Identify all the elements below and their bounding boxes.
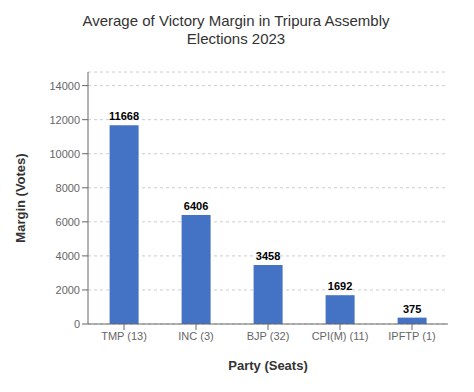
svg-text:10000: 10000 [49, 148, 80, 160]
svg-text:14000: 14000 [49, 80, 80, 92]
svg-text:Party (Seats): Party (Seats) [228, 358, 307, 373]
html-text:Elections 2023: Elections 2023 [186, 30, 286, 47]
svg-text:BJP (32): BJP (32) [247, 330, 290, 342]
svg-text:11668: 11668 [109, 110, 139, 122]
svg-text:6000: 6000 [56, 216, 80, 228]
svg-text:12000: 12000 [49, 114, 80, 126]
svg-text:INC (3): INC (3) [178, 330, 213, 342]
svg-text:3458: 3458 [256, 250, 280, 262]
svg-text:2000: 2000 [56, 284, 80, 296]
svg-text:6406: 6406 [184, 200, 208, 212]
svg-text:0: 0 [74, 318, 80, 330]
html-text:Average of Victory Margin in T: Average of Victory Margin in Tripura Ass… [82, 12, 390, 29]
svg-text:IPFTP (1): IPFTP (1) [388, 330, 435, 342]
svg-text:1692: 1692 [328, 280, 352, 292]
svg-text:CPI(M) (11): CPI(M) (11) [312, 330, 369, 342]
svg-text:TMP (13): TMP (13) [101, 330, 147, 342]
svg-text:375: 375 [403, 303, 421, 315]
svg-text:Margin (Votes): Margin (Votes) [13, 153, 28, 242]
svg-text:4000: 4000 [56, 250, 80, 262]
svg-text:8000: 8000 [56, 182, 80, 194]
